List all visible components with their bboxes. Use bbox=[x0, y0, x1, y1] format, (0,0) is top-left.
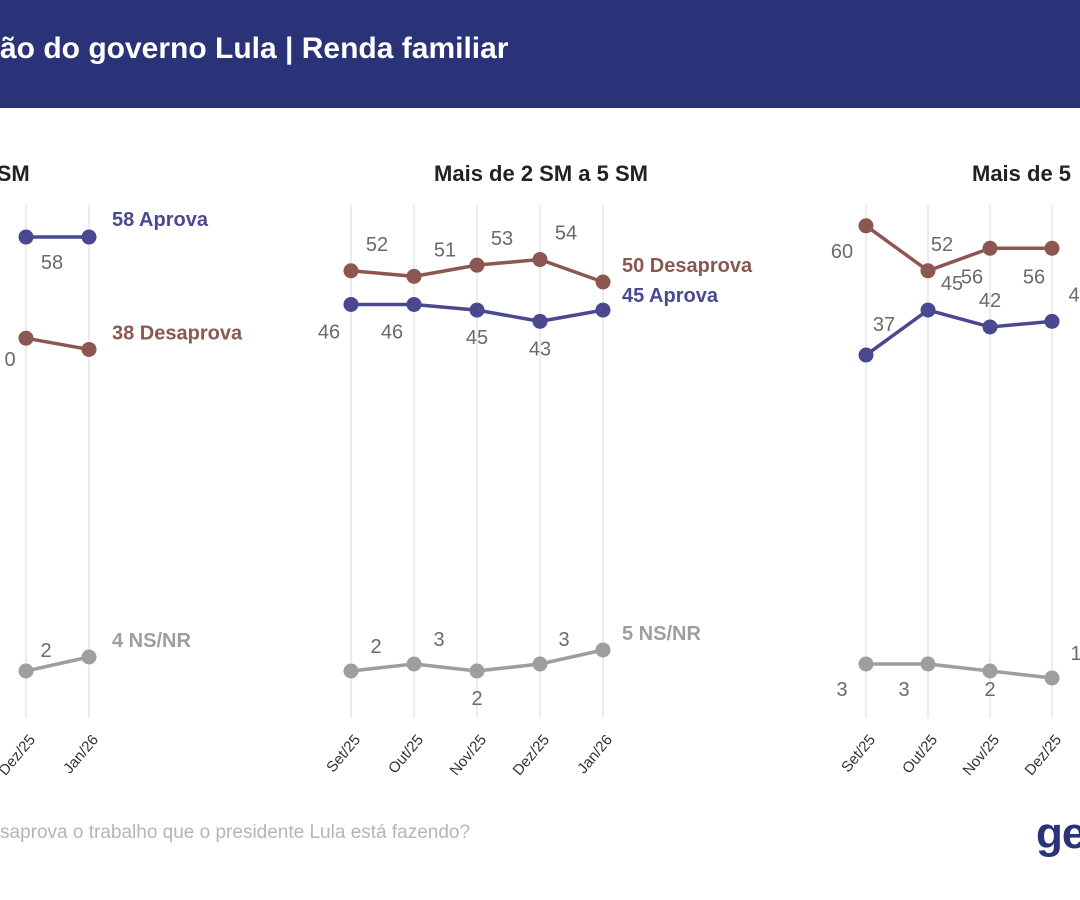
data-point-desaprova bbox=[920, 263, 936, 279]
data-point-aprova bbox=[343, 296, 359, 312]
data-label: 58 bbox=[41, 252, 63, 274]
data-point-desaprova bbox=[18, 330, 34, 346]
data-point-aprova bbox=[595, 302, 611, 318]
data-label: 3 bbox=[558, 629, 569, 651]
header-banner: ão do governo Lula | Renda familiar bbox=[0, 0, 1080, 108]
data-label: 56 bbox=[961, 266, 983, 288]
data-label: 3 bbox=[898, 679, 909, 701]
data-point-nsnr bbox=[982, 663, 998, 679]
brand-logo: ge bbox=[1036, 809, 1080, 858]
data-point-desaprova bbox=[343, 263, 359, 279]
end-label-desaprova: 50 Desaprova bbox=[622, 255, 753, 277]
data-point-nsnr bbox=[18, 663, 34, 679]
x-tick-label: Dez/25 bbox=[509, 732, 553, 779]
data-label: 45 bbox=[466, 327, 488, 349]
data-label: 46 bbox=[381, 321, 403, 343]
data-point-desaprova bbox=[532, 252, 548, 268]
data-point-nsnr bbox=[406, 656, 422, 672]
data-point-aprova bbox=[982, 319, 998, 335]
panel-title: é 2 SM bbox=[0, 161, 30, 186]
data-point-desaprova bbox=[406, 268, 422, 284]
end-label-nsnr: 4 NS/NR bbox=[112, 630, 191, 652]
x-tick-label: Jan/26 bbox=[574, 732, 616, 777]
panel-title: Mais de 2 SM a 5 SM bbox=[434, 161, 648, 186]
data-point-desaprova bbox=[982, 240, 998, 256]
x-tick-label: Set/25 bbox=[838, 732, 879, 776]
data-label: 2 bbox=[471, 688, 482, 710]
data-point-nsnr bbox=[81, 649, 97, 665]
x-tick-label: Set/25 bbox=[323, 732, 364, 776]
data-label: 46 bbox=[318, 321, 340, 343]
data-label: 3 bbox=[433, 629, 444, 651]
page-title: ão do governo Lula | Renda familiar bbox=[0, 32, 509, 65]
data-label: 4 bbox=[1068, 284, 1079, 306]
data-point-nsnr bbox=[469, 663, 485, 679]
end-label-aprova: 58 Aprova bbox=[112, 209, 209, 231]
data-label: 52 bbox=[931, 234, 953, 256]
x-tick-label: Dez/25 bbox=[0, 732, 39, 779]
data-label: 43 bbox=[529, 338, 551, 360]
data-label: 2 bbox=[984, 679, 995, 701]
series-line-aprova bbox=[864, 308, 1053, 357]
data-point-aprova bbox=[81, 229, 97, 245]
data-label: 60 bbox=[831, 241, 853, 263]
data-point-aprova bbox=[920, 302, 936, 318]
data-point-aprova bbox=[858, 347, 874, 363]
data-point-desaprova bbox=[858, 218, 874, 234]
data-point-aprova bbox=[406, 296, 422, 312]
end-label-aprova: 45 Aprova bbox=[622, 285, 719, 307]
data-point-nsnr bbox=[343, 663, 359, 679]
series-line-nsnr bbox=[25, 655, 90, 673]
series-line-nsnr bbox=[866, 662, 1053, 680]
data-point-desaprova bbox=[595, 274, 611, 290]
data-label: 2 bbox=[40, 640, 51, 662]
x-tick-label: Out/25 bbox=[899, 732, 941, 777]
data-point-aprova bbox=[469, 302, 485, 318]
survey-question: saprova o trabalho que o presidente Lula… bbox=[0, 822, 471, 843]
x-tick-label: Out/25 bbox=[385, 732, 427, 777]
data-point-aprova bbox=[1044, 313, 1060, 329]
data-point-aprova bbox=[18, 229, 34, 245]
end-label-desaprova: 38 Desaprova bbox=[112, 322, 243, 344]
x-tick-label: Nov/25 bbox=[446, 732, 490, 779]
data-point-aprova bbox=[532, 313, 548, 329]
data-point-nsnr bbox=[595, 642, 611, 658]
data-label: 52 bbox=[366, 234, 388, 256]
x-tick-label: Jan/26 bbox=[60, 732, 102, 777]
series-line-desaprova bbox=[25, 336, 90, 352]
x-tick-label: Nov/25 bbox=[959, 732, 1003, 779]
x-tick-label: Dez/25 bbox=[1021, 732, 1065, 779]
data-label: 53 bbox=[491, 228, 513, 250]
data-point-nsnr bbox=[532, 656, 548, 672]
data-point-nsnr bbox=[1044, 670, 1060, 686]
data-label: 42 bbox=[979, 290, 1001, 312]
data-label: 3 bbox=[836, 679, 847, 701]
data-label: 1 bbox=[1070, 643, 1080, 665]
panel-title: Mais de 5 bbox=[972, 161, 1071, 186]
data-point-desaprova bbox=[469, 257, 485, 273]
data-label: 0 bbox=[4, 349, 15, 371]
end-label-nsnr: 5 NS/NR bbox=[622, 623, 701, 645]
data-label: 45 bbox=[941, 273, 963, 295]
data-label: 54 bbox=[555, 223, 577, 245]
series-line-desaprova bbox=[864, 224, 1052, 273]
data-label: 37 bbox=[873, 314, 895, 336]
data-label: 2 bbox=[370, 636, 381, 658]
data-point-nsnr bbox=[920, 656, 936, 672]
data-point-nsnr bbox=[858, 656, 874, 672]
data-label: 51 bbox=[434, 239, 456, 261]
data-point-desaprova bbox=[1044, 240, 1060, 256]
data-label: 56 bbox=[1023, 266, 1045, 288]
data-point-desaprova bbox=[81, 341, 97, 357]
